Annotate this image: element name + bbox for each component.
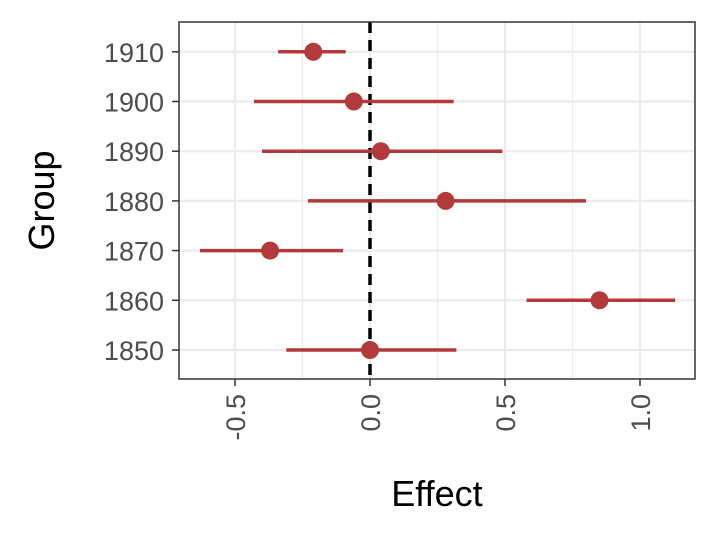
y-tick-label: 1880 <box>104 187 164 217</box>
y-tick-label: 1890 <box>104 137 164 167</box>
estimate-point <box>590 291 609 310</box>
estimate-point <box>344 92 363 111</box>
y-tick-label: 1870 <box>104 237 164 267</box>
x-axis-title: Effect <box>391 473 482 514</box>
y-tick-label: 1900 <box>104 88 164 118</box>
y-tick-label: 1860 <box>104 286 164 316</box>
x-tick-label: 0.0 <box>356 394 386 432</box>
x-tick-label: 1.0 <box>626 394 656 432</box>
estimate-point <box>436 191 455 210</box>
estimate-point <box>371 142 390 161</box>
grid-lines <box>179 22 695 379</box>
estimate-point <box>361 341 379 359</box>
y-tick-label: 1850 <box>104 336 164 366</box>
y-tick-label: 1910 <box>104 38 164 68</box>
estimate-point <box>304 42 323 61</box>
x-tick-label: -0.5 <box>221 394 251 441</box>
axes: 1850 1860 1870 1880 1890 1900 1910 -0.5 0.0 0.5 1.… <box>104 38 656 441</box>
x-tick-label: 0.5 <box>491 394 521 432</box>
data-marks <box>199 42 676 359</box>
estimate-point <box>261 241 280 260</box>
y-axis-title: Group <box>21 150 62 250</box>
